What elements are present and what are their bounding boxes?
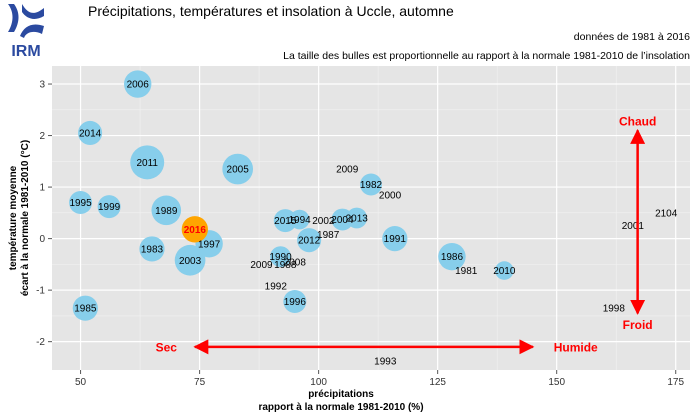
bubble-1995: [69, 191, 93, 215]
bubble-label-2104: 2104: [655, 208, 678, 219]
hot-annotation: Chaud: [619, 114, 656, 128]
bubble-1996: [283, 289, 307, 313]
bubble-1991: [382, 226, 408, 252]
bubble-2012: [297, 228, 322, 253]
bubble-2011: [130, 145, 165, 180]
x-axis-label: précipitations: [308, 389, 374, 400]
bubble-label-1990: 1990: [269, 252, 292, 263]
x-tick-label: 100: [310, 377, 327, 388]
bubble-label-1996: 1996: [284, 297, 307, 308]
bubble-label-2002: 2002: [312, 216, 335, 227]
x-axis-label-units: rapport à la normale 1981-2010 (%): [258, 402, 423, 413]
bubble-label-1999: 1999: [98, 202, 121, 213]
cold-annotation: Froid: [623, 318, 653, 332]
bubble-label-2003: 2003: [179, 256, 202, 267]
bubble-label-2001: 2001: [622, 221, 645, 232]
bubble-label-1983: 1983: [141, 244, 164, 255]
bubble-1986: [438, 242, 466, 271]
logo-text: IRM: [11, 43, 40, 60]
bubble-1990: [270, 246, 291, 268]
bubble-label-2006: 2006: [127, 80, 150, 91]
x-tick-label: 125: [429, 377, 446, 388]
bubble-label-1997: 1997: [198, 239, 221, 250]
y-tick-label: -2: [36, 337, 45, 348]
bubble-1985: [72, 295, 98, 321]
plot-panel: [52, 66, 690, 370]
bubble-1989: [151, 195, 182, 226]
bubble-label-1985: 1985: [74, 304, 97, 315]
chart-title: Précipitations, températures et insolati…: [88, 3, 454, 19]
bubble-label-2009: 2009: [336, 165, 359, 176]
bubble-2006: [124, 70, 152, 98]
x-tick-label: 150: [548, 377, 565, 388]
bubble-label-2008: 2008: [284, 257, 307, 268]
bubble-label-2009: 2009: [250, 260, 273, 271]
bubble-label-2012: 2012: [298, 236, 321, 247]
bubble-2003: [174, 244, 206, 276]
y-tick-label: 0: [39, 234, 45, 245]
x-tick-label: 175: [667, 377, 684, 388]
bubble-2014: [78, 120, 103, 146]
bubble-2013: [346, 207, 368, 229]
bubble-1994: [289, 209, 310, 230]
bubble-label-2015: 2015: [274, 216, 297, 227]
bubble-label-2013: 2013: [346, 214, 369, 225]
bubble-label-2011: 2011: [136, 158, 158, 169]
x-tick-label: 50: [75, 377, 87, 388]
bubble-label-2010: 2010: [493, 266, 516, 277]
y-axis-label: température moyenne: [8, 165, 19, 270]
bubble-label-1981: 1981: [455, 266, 478, 277]
bubble-2016: [181, 216, 208, 243]
x-tick-label: 75: [194, 377, 206, 388]
bubble-label-1987: 1987: [317, 230, 340, 241]
bubble-label-2014: 2014: [79, 128, 102, 139]
bubble-label-2005: 2005: [227, 165, 250, 176]
bubble-label-1988: 1988: [274, 260, 297, 271]
bubble-label-1982: 1982: [360, 180, 383, 191]
y-tick-label: 1: [39, 183, 45, 194]
bubble-label-1994: 1994: [288, 215, 311, 226]
dry-annotation: Sec: [156, 340, 178, 354]
bubble-label-1995: 1995: [69, 198, 92, 209]
y-tick-label: -1: [36, 286, 45, 297]
bubble-1982: [360, 173, 382, 196]
y-tick-label: 2: [39, 131, 45, 142]
bubble-label-1992: 1992: [265, 282, 288, 293]
wet-annotation: Humide: [554, 340, 598, 354]
bubble-label-1986: 1986: [441, 252, 464, 263]
data-period-subtitle: données de 1981 à 2016: [573, 31, 690, 43]
irm-logo: IRM: [8, 4, 44, 60]
bubble-2005: [222, 153, 254, 185]
bubble-label-1998: 1998: [603, 304, 626, 315]
bubble-label-2000: 2000: [379, 190, 402, 201]
bubble-label-1989: 1989: [155, 206, 178, 217]
bubble-size-note: La taille des bulles est proportionnelle…: [283, 50, 690, 62]
y-axis-label-units: écart à la normale 1981-2010 (°C): [20, 140, 31, 296]
y-tick-label: 3: [39, 80, 45, 91]
bubble-label-1991: 1991: [384, 234, 407, 245]
bubble-label-2016: 2016: [184, 225, 207, 236]
bubble-1983: [139, 236, 165, 262]
bubble-label-1993: 1993: [374, 357, 397, 368]
bubble-2010: [495, 261, 514, 280]
bubble-label-2004: 2004: [331, 215, 354, 226]
bubble-1999: [97, 195, 121, 219]
